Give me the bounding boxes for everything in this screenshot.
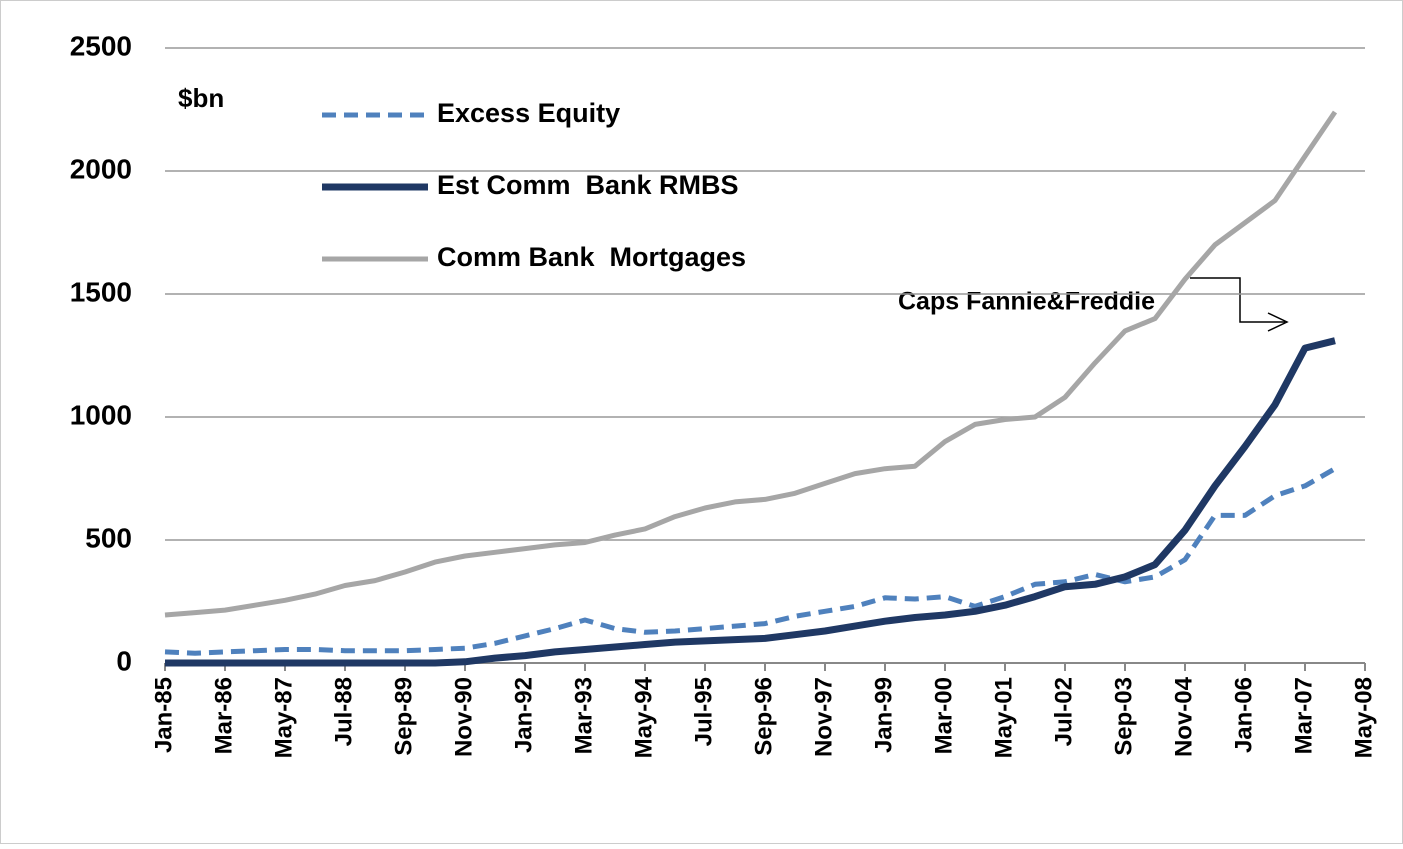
- y-tick-label: 1500: [70, 276, 132, 307]
- x-tick-label: Jan-06: [1230, 677, 1257, 753]
- y-tick-label: 2000: [70, 153, 132, 184]
- x-tick-label: Mar-86: [210, 677, 237, 754]
- x-tick-label: Nov-97: [810, 677, 837, 757]
- annotation-arrowhead: [1267, 312, 1289, 332]
- unit-label: $bn: [178, 83, 224, 113]
- y-tick-label: 0: [116, 645, 132, 676]
- x-tick-label: Jul-88: [330, 677, 357, 746]
- legend-label: Excess Equity: [437, 98, 620, 128]
- series-line: [164, 110, 1338, 618]
- x-tick-label: Mar-93: [570, 677, 597, 754]
- annotation: Caps Fannie&Freddie: [898, 288, 1155, 316]
- legend-label: Est Comm Bank RMBS: [437, 170, 739, 200]
- x-tick-label: May-87: [270, 677, 297, 758]
- y-tick-label: 1000: [70, 399, 132, 430]
- series-line: [165, 337, 1336, 667]
- x-tick-label: Mar-07: [1290, 677, 1317, 754]
- y-tick-label: 2500: [70, 30, 132, 61]
- x-tick-label: Jan-92: [510, 677, 537, 753]
- x-tick-label: May-08: [1350, 677, 1377, 758]
- x-tick-label: Jan-85: [150, 677, 177, 753]
- series-line: [164, 466, 1337, 656]
- x-tick-label: Sep-03: [1110, 677, 1137, 756]
- x-tick-label: May-01: [990, 677, 1017, 758]
- x-tick-label: Sep-96: [750, 677, 777, 756]
- annotation-arrow: [1190, 277, 1285, 323]
- x-tick-label: Jul-02: [1050, 677, 1077, 746]
- x-tick-label: Mar-00: [930, 677, 957, 754]
- x-tick-label: Jan-99: [870, 677, 897, 753]
- x-tick-label: Nov-90: [450, 677, 477, 757]
- y-tick-label: 500: [85, 522, 132, 553]
- x-tick-label: Nov-04: [1170, 676, 1197, 757]
- x-tick-label: Sep-89: [390, 677, 417, 756]
- x-tick-label: May-94: [630, 676, 657, 758]
- x-tick-label: Jul-95: [690, 677, 717, 746]
- legend-label: Comm Bank Mortgages: [437, 242, 746, 272]
